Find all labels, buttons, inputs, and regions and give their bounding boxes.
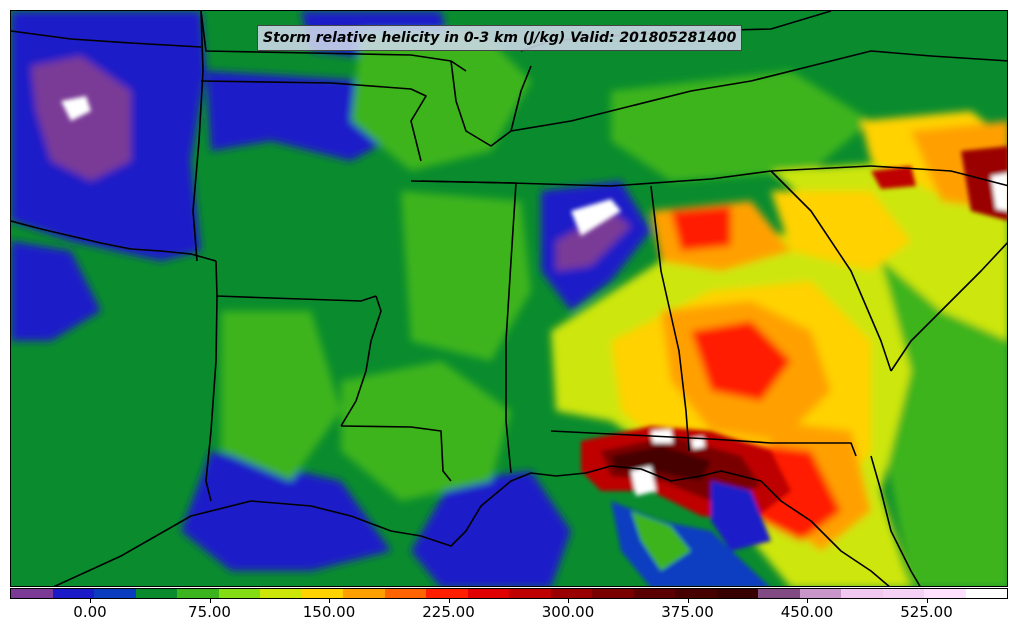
colorbar-tick-mark: [448, 599, 450, 603]
colorbar-swatch: [301, 589, 343, 598]
boundary-arkansas-mississippi-river: [340, 295, 382, 427]
boundary-missouri-arkansas: [215, 260, 377, 302]
colorbar-swatch: [52, 589, 94, 598]
colorbar-swatch: [965, 589, 1007, 598]
boundary-missouri-kansas: [200, 80, 427, 162]
boundary-ohio-river: [510, 50, 1007, 132]
colorbar-swatch: [343, 589, 385, 598]
boundary-texas-oklahoma: [11, 220, 217, 262]
boundary-panhandle: [192, 11, 204, 262]
boundary-florida-east-coast: [870, 455, 921, 586]
colorbar-tick-mark: [90, 599, 91, 603]
colorbar-tick-label: 450.00: [780, 603, 834, 621]
boundary-alabama-georgia: [650, 185, 690, 452]
colorbar-tick-label: 150.00: [302, 603, 356, 621]
colorbar-tick-label: 375.00: [661, 603, 714, 621]
colorbar-swatch: [135, 589, 177, 598]
boundary-north-carolina: [870, 165, 1007, 187]
boundary-florida-georgia: [550, 430, 857, 457]
colorbar-swatch: [467, 589, 509, 598]
helicity-contour-fill: [11, 11, 1007, 586]
boundary-illinois-indiana: [450, 60, 532, 147]
colorbar-swatch: [94, 589, 136, 598]
colorbar-tick-label: 525.00: [900, 603, 953, 621]
colorbar-tick-mark: [926, 599, 928, 603]
colorbar-swatch: [426, 589, 468, 598]
state-boundaries: [11, 11, 1007, 586]
boundary-iowa-missouri: [200, 11, 467, 72]
colorbar-swatch: [758, 589, 800, 598]
colorbar-swatch: [675, 589, 717, 598]
colorbar-tick-label: 75.00: [188, 603, 231, 621]
colorbar-swatch: [11, 589, 53, 598]
colorbar-swatch: [841, 589, 883, 598]
colorbar-tick-mark: [807, 599, 808, 603]
colorbar-swatch: [260, 589, 302, 598]
colorbar-swatch: [384, 589, 426, 598]
colorbar-tick-label: 0.00: [73, 603, 107, 621]
boundary-oklahoma-kansas: [11, 30, 202, 48]
colorbar-swatch: [550, 589, 592, 598]
boundary-texas-louisiana: [205, 295, 218, 502]
boundary-atlantic-coast: [890, 241, 1007, 372]
boundary-tennessee-mississippi-alabama: [410, 180, 517, 474]
colorbar-swatch: [177, 589, 219, 598]
colorbar-tick-mark: [568, 599, 569, 603]
colorbar-swatch: [882, 589, 924, 598]
boundary-georgia-south-carolina: [770, 170, 892, 372]
map-panel: Storm relative helicity in 0-3 km (J/kg)…: [10, 10, 1008, 587]
colorbar-swatch: [633, 589, 675, 598]
colorbar-swatch: [799, 589, 841, 598]
map-title: Storm relative helicity in 0-3 km (J/kg)…: [257, 25, 743, 51]
coastline: [53, 465, 890, 586]
colorbar-tick-mark: [687, 599, 689, 603]
colorbar-swatch: [218, 589, 260, 598]
colorbar-tick-label: 225.00: [422, 603, 475, 621]
colorbar-swatch: [592, 589, 634, 598]
helicity-map: [11, 11, 1007, 586]
colorbar-tick-labels: 0.00 75.00 150.00 225.00 300.00 375.00 450.00 5…: [10, 599, 1008, 629]
colorbar-swatch: [509, 589, 551, 598]
colorbar-tick-label: 300.00: [541, 603, 595, 621]
colorbar: [10, 588, 1008, 599]
colorbar-swatch: [924, 589, 966, 598]
boundary-louisiana-mississippi: [340, 425, 452, 482]
colorbar-tick-mark: [329, 599, 330, 603]
colorbar-tick-mark: [209, 599, 211, 603]
colorbar-swatch: [716, 589, 758, 598]
